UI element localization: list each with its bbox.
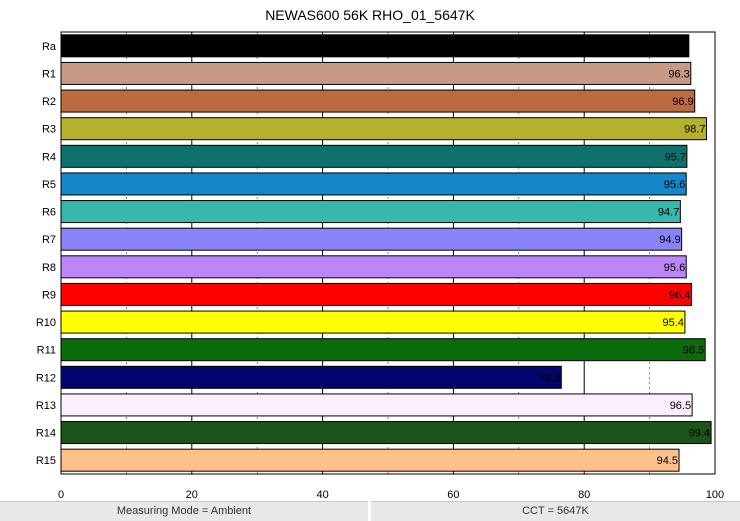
category-label-r12: R12 (36, 372, 56, 384)
bar-r11 (60, 338, 706, 362)
value-label-r14: 99.4 (689, 428, 710, 440)
value-label-r13: 96.5 (670, 400, 691, 412)
bar-r8 (60, 255, 687, 279)
bar-ra (60, 34, 690, 58)
category-label-r5: R5 (42, 179, 56, 191)
x-tick-label: 40 (316, 489, 328, 501)
bar-r5 (60, 172, 687, 196)
bar-r9 (60, 282, 692, 306)
value-label-r8: 95.6 (664, 262, 685, 274)
bar-r12 (60, 365, 562, 389)
category-label-r13: R13 (36, 400, 56, 412)
category-label-r7: R7 (42, 234, 56, 246)
category-label-r10: R10 (36, 317, 56, 329)
bar-r1 (60, 61, 692, 85)
category-label-r4: R4 (42, 151, 56, 163)
category-label-r9: R9 (42, 289, 56, 301)
bar-r10 (60, 310, 686, 334)
x-tick-label: 60 (447, 489, 459, 501)
value-label-r12: 76.5 (539, 372, 560, 384)
value-label-r9: 96.4 (669, 289, 690, 301)
measuring-mode-status: Measuring Mode = Ambient (0, 501, 368, 521)
chart-title: NEWAS600 56K RHO_01_5647K (265, 7, 475, 23)
bar-r6 (60, 200, 681, 224)
bar-r15 (60, 448, 680, 472)
value-label-r10: 95.4 (662, 317, 683, 329)
bar-r7 (60, 227, 683, 251)
value-label-r15: 94.5 (657, 455, 678, 467)
category-label-r14: R14 (36, 428, 56, 440)
category-label-r1: R1 (42, 68, 56, 80)
x-axis-ticks: 0 20 40 60 80 100 (58, 489, 724, 501)
category-label-r8: R8 (42, 262, 56, 274)
category-label-ra: Ra (42, 41, 57, 53)
x-tick-label: 20 (186, 489, 198, 501)
bar-r4 (60, 144, 688, 168)
value-label-r7: 94.9 (659, 234, 680, 246)
x-tick-label: 0 (58, 489, 64, 501)
x-tick-label: 80 (578, 489, 590, 501)
cri-bar-chart: NEWAS600 56K RHO_01_5647K 96.0 96.3 96.9 98… (36, 7, 724, 501)
bar-r14 (60, 421, 712, 445)
value-label-r11: 98.5 (683, 345, 704, 357)
bars: 96.0 96.3 96.9 98.7 95.7 95.6 94.7 94.9 95.6 96.4… (60, 34, 712, 472)
value-label-r3: 98.7 (684, 124, 705, 136)
value-label-ra: 96.0 (666, 41, 687, 53)
bar-r2 (60, 89, 696, 113)
category-label-r6: R6 (42, 207, 56, 219)
value-label-r5: 95.6 (664, 179, 685, 191)
category-label-r15: R15 (36, 455, 56, 467)
plot-frame (60, 31, 716, 475)
category-labels: Ra R1 R2 R3 R4 R5 R6 R7 R8 R9 R10 R11 R12 R13 R14 R15 (36, 41, 57, 467)
value-label-r1: 96.3 (668, 68, 689, 80)
value-label-r6: 94.7 (658, 207, 679, 219)
bar-r13 (60, 393, 693, 417)
category-label-r3: R3 (42, 124, 56, 136)
value-label-r2: 96.9 (672, 96, 693, 108)
cct-status: CCT = 5647K (371, 501, 740, 521)
category-label-r11: R11 (37, 345, 56, 357)
bar-r3 (60, 117, 707, 141)
category-label-r2: R2 (42, 96, 56, 108)
value-label-r4: 95.7 (664, 151, 685, 163)
x-tick-label: 100 (706, 489, 724, 501)
